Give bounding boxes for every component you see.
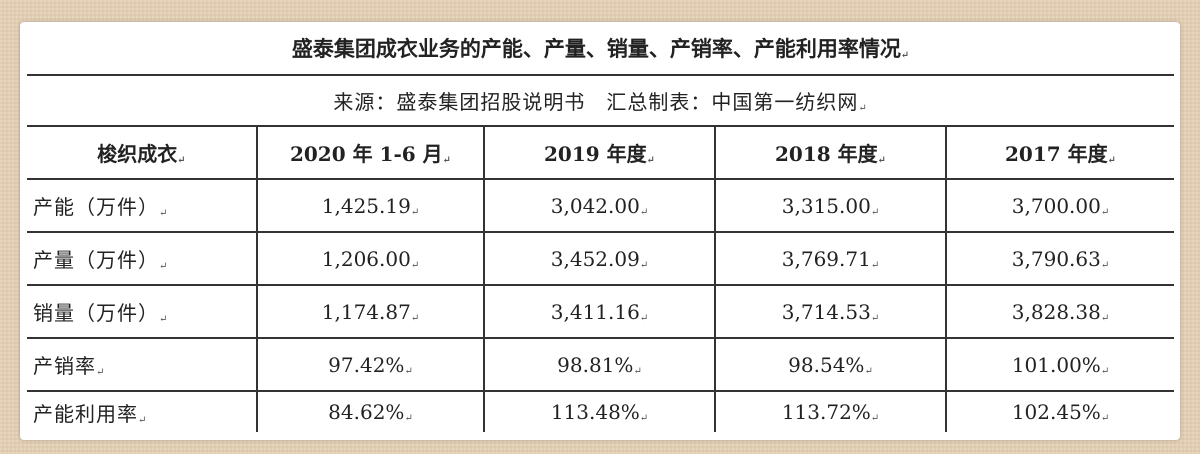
cell-value: 1,425.19 [322,194,419,218]
table-title: 盛泰集团成衣业务的产能、产量、销量、产销率、产能利用率情况 [27,22,1175,76]
value-cell: 102.45% [944,391,1175,432]
value-cell: 1,206.00 [256,232,485,286]
value-cell: 84.62% [256,391,485,432]
row-label-cell: 产能（万件） [27,179,258,233]
header-text: 梭织成衣 [97,142,185,166]
value-cell: 3,714.53 [714,285,947,339]
cell-value: 3,042.00 [551,194,648,218]
value-cell: 98.81% [483,338,716,392]
table-row: 产量（万件） 1,206.00 3,452.09 3,769.71 3,790.63 [27,232,1175,286]
cell-value: 113.72% [782,400,879,424]
header-text: 2017 年度 [1005,142,1116,166]
value-cell: 3,700.00 [944,179,1175,233]
table-row: 销量（万件） 1,174.87 3,411.16 3,714.53 3,828.38 [27,285,1175,339]
row-label: 产销率 [33,354,105,378]
column-header: 2019 年度 [483,126,716,180]
cell-value: 3,411.16 [551,300,648,324]
cell-value: 3,714.53 [782,300,879,324]
cell-value: 3,828.38 [1012,300,1109,324]
value-cell: 97.42% [256,338,485,392]
value-cell: 98.54% [714,338,947,392]
value-cell: 3,828.38 [944,285,1175,339]
value-cell: 3,042.00 [483,179,716,233]
value-cell: 101.00% [944,338,1175,392]
cell-value: 3,790.63 [1012,247,1109,271]
cell-value: 98.54% [788,353,873,377]
cell-value: 1,206.00 [322,247,419,271]
cell-value: 3,452.09 [551,247,648,271]
value-cell: 1,174.87 [256,285,485,339]
column-header: 2020 年 1-6 月 [256,126,485,180]
row-label-cell: 产量（万件） [27,232,258,286]
cell-value: 3,769.71 [782,247,879,271]
source-text: 来源：盛泰集团招股说明书 汇总制表：中国第一纺织网 [333,90,867,114]
header-text: 2018 年度 [775,142,886,166]
header-row: 梭织成衣 2020 年 1-6 月 2019 年度 2018 年度 2017 年… [27,126,1175,180]
cell-value: 3,700.00 [1012,194,1109,218]
cell-value: 97.42% [328,353,413,377]
document-panel: 盛泰集团成衣业务的产能、产量、销量、产销率、产能利用率情况 来源：盛泰集团招股说… [20,22,1180,440]
cell-value: 113.48% [551,400,648,424]
row-label: 销量（万件） [33,301,168,325]
table-row: 产能利用率 84.62% 113.48% 113.72% 102.45% [27,391,1175,432]
cell-value: 101.00% [1012,353,1109,377]
row-label: 产量（万件） [33,248,168,272]
value-cell: 1,425.19 [256,179,485,233]
cell-value: 84.62% [328,400,413,424]
row-label-cell: 产能利用率 [27,391,258,432]
column-header: 2018 年度 [714,126,947,180]
table-source: 来源：盛泰集团招股说明书 汇总制表：中国第一纺织网 [27,75,1175,127]
value-cell: 3,315.00 [714,179,947,233]
value-cell: 3,411.16 [483,285,716,339]
title-text: 盛泰集团成衣业务的产能、产量、销量、产销率、产能利用率情况 [292,36,909,61]
table-row: 产能（万件） 1,425.19 3,042.00 3,315.00 3,700.00 [27,179,1175,233]
row-label: 产能利用率 [33,402,147,426]
cell-value: 102.45% [1012,400,1109,424]
column-header: 2017 年度 [944,126,1175,180]
header-text: 2019 年度 [544,142,655,166]
value-cell: 113.72% [714,391,947,432]
table-row: 产销率 97.42% 98.81% 98.54% 101.00% [27,338,1175,392]
value-cell: 3,769.71 [714,232,947,286]
header-text: 2020 年 1-6 月 [290,142,451,166]
cell-value: 1,174.87 [322,300,419,324]
data-table: 盛泰集团成衣业务的产能、产量、销量、产销率、产能利用率情况 来源：盛泰集团招股说… [27,22,1175,432]
row-label-cell: 销量（万件） [27,285,258,339]
row-label: 产能（万件） [33,195,168,219]
value-cell: 3,790.63 [944,232,1175,286]
row-label-cell: 产销率 [27,338,258,392]
cell-value: 98.81% [557,353,642,377]
value-cell: 113.48% [483,391,716,432]
column-header: 梭织成衣 [27,126,258,180]
value-cell: 3,452.09 [483,232,716,286]
cell-value: 3,315.00 [782,194,879,218]
